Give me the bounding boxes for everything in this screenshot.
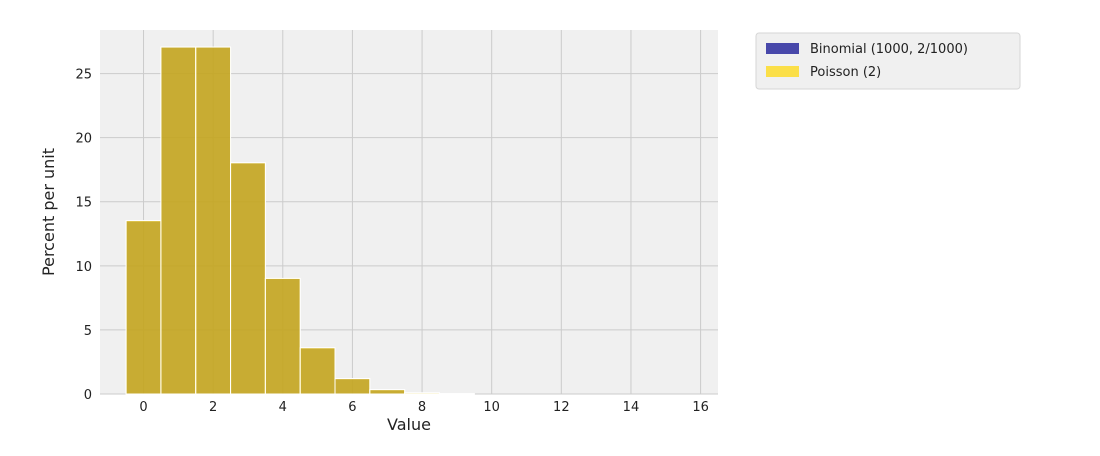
bar-poisson-3 [231, 163, 266, 394]
x-axis-label: Value [387, 415, 431, 434]
y-tick-label: 0 [84, 388, 92, 403]
legend: Binomial (1000, 2/1000) Poisson (2) [756, 33, 1020, 89]
y-axis-label: Percent per unit [39, 148, 58, 276]
x-tick-label: 2 [209, 400, 217, 415]
y-tick-label: 5 [84, 324, 92, 339]
x-tick-label: 4 [279, 400, 287, 415]
x-tick-label: 6 [348, 400, 356, 415]
bar-poisson-8 [405, 393, 440, 394]
legend-swatch-binomial [766, 43, 799, 54]
x-tick-label: 12 [553, 400, 570, 415]
y-tick-label: 15 [75, 196, 92, 211]
x-ticks: 0 2 4 6 8 10 12 14 16 [139, 400, 708, 415]
y-tick-label: 10 [75, 260, 92, 275]
bar-poisson-0 [126, 221, 161, 394]
legend-label-poisson: Poisson (2) [810, 65, 881, 80]
bar-poisson-4 [265, 278, 300, 394]
y-ticks: 0 5 10 15 20 25 [75, 68, 92, 403]
bar-poisson-1 [161, 47, 196, 394]
y-tick-label: 20 [75, 132, 92, 147]
x-tick-label: 0 [139, 400, 147, 415]
x-tick-label: 16 [692, 400, 709, 415]
x-tick-label: 14 [623, 400, 640, 415]
bar-poisson-6 [335, 379, 370, 394]
x-tick-label: 8 [418, 400, 426, 415]
legend-swatch-poisson [766, 66, 799, 77]
bar-poisson-5 [300, 348, 335, 394]
bar-poisson-7 [370, 390, 405, 394]
legend-label-binomial: Binomial (1000, 2/1000) [810, 42, 968, 57]
y-tick-label: 25 [75, 68, 92, 83]
bar-poisson-2 [196, 47, 231, 394]
x-tick-label: 10 [483, 400, 500, 415]
